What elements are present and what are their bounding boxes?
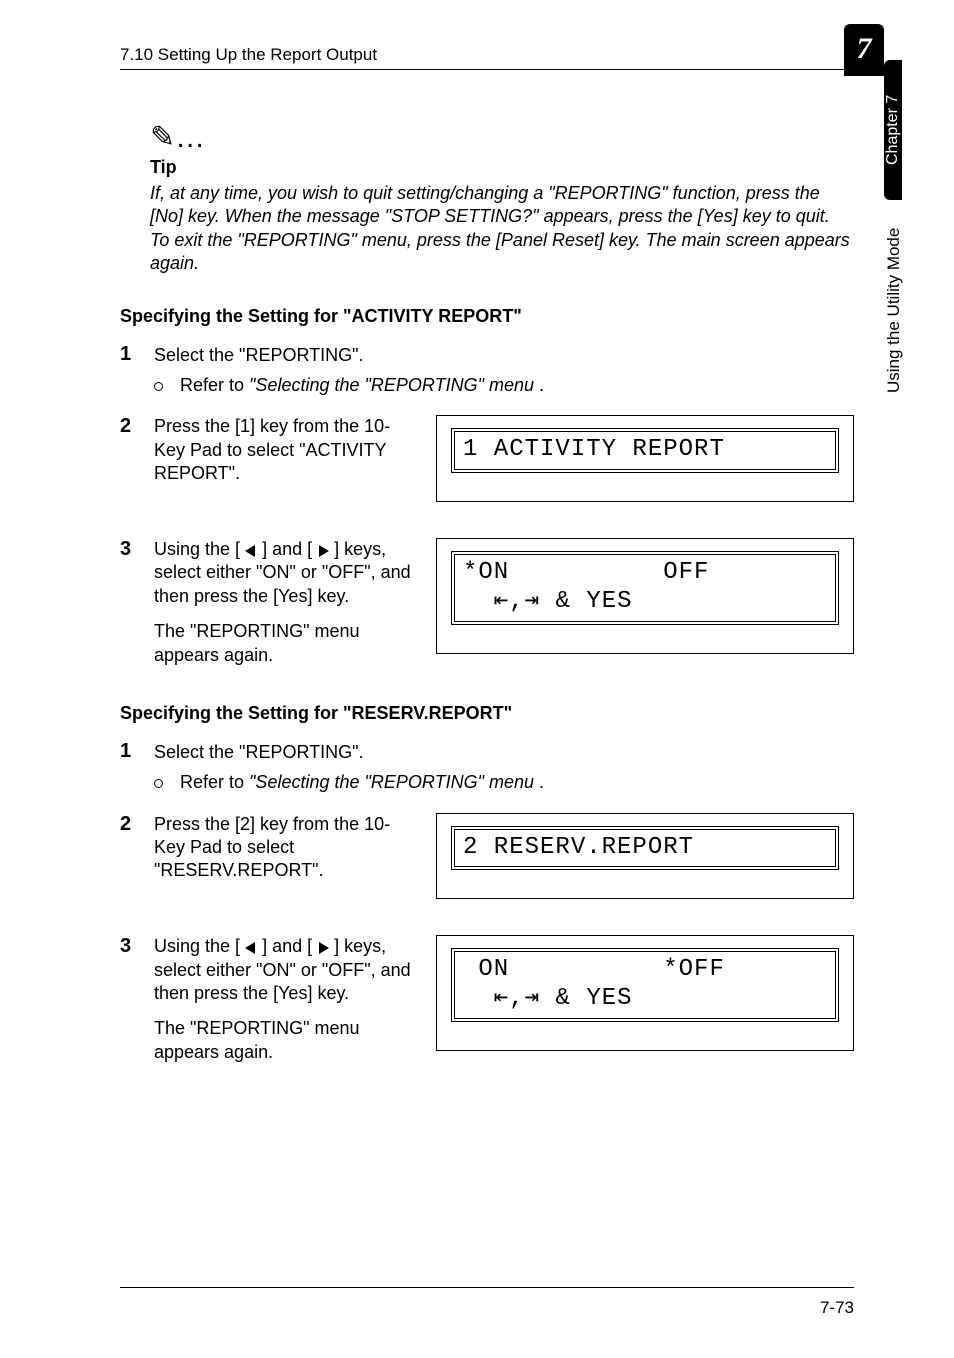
s1-step1-sub-suffix: . (534, 375, 544, 395)
tip-heading: Tip (150, 157, 854, 178)
step-number: 1 (120, 740, 154, 763)
step-body: Select the "REPORTING". Refer to "Select… (154, 740, 854, 795)
section1-heading: Specifying the Setting for "ACTIVITY REP… (120, 306, 854, 327)
arrow-left-stop-icon: ⇤ (494, 985, 509, 1012)
step-number: 3 (120, 935, 154, 958)
top-rule: 7.10 Setting Up the Report Output (120, 30, 894, 70)
s2-step2-row: 2 Press the [2] key from the 10-Key Pad … (120, 813, 854, 900)
s2-step1-sub-prefix: Refer to (180, 772, 249, 792)
step-number: 3 (120, 538, 154, 561)
s1-step3-left: 3 Using the [ ] and [ ] keys, select eit… (120, 538, 420, 667)
s2-step1: 1 Select the "REPORTING". Refer to "Sele… (120, 740, 854, 795)
s1-step2-text: Press the [1] key from the 10-Key Pad to… (154, 415, 420, 485)
lcd-outer: 1 ACTIVITY REPORT (436, 415, 854, 502)
s2-step1-sub-suffix: . (534, 772, 544, 792)
lcd-box: *ON OFF ⇤,⇥ & YES (436, 538, 854, 654)
triangle-left-icon (245, 545, 257, 557)
content: ✎… Tip If, at any time, you wish to quit… (120, 70, 894, 1064)
step-number: 2 (120, 813, 154, 836)
triangle-right-icon (317, 942, 329, 954)
lcd-display: *ON OFF ⇤,⇥ & YES (451, 551, 839, 625)
bullet-circle-icon (154, 382, 163, 391)
side-chapter-tab: Chapter 7 (884, 60, 902, 200)
tip-block: ✎… Tip If, at any time, you wish to quit… (150, 120, 854, 276)
lcd-line1: *ON OFF (463, 559, 709, 586)
lcd-display: 2 RESERV.REPORT (451, 826, 839, 871)
s1-step1: 1 Select the "REPORTING". Refer to "Sele… (120, 343, 854, 398)
tip-para2: To exit the "REPORTING" menu, press the … (150, 230, 850, 273)
lcd-line1: ON *OFF (463, 956, 725, 983)
pencil-note-icon: ✎… (150, 120, 854, 155)
s1-step1-sub-prefix: Refer to (180, 375, 249, 395)
lcd-outer: *ON OFF ⇤,⇥ & YES (436, 538, 854, 654)
s1-step3-follow: The "REPORTING" menu appears again. (154, 620, 420, 667)
s2-step1-text: Select the "REPORTING". (154, 742, 364, 762)
section-title: 7.10 Setting Up the Report Output (120, 45, 377, 69)
lcd-outer: ON *OFF ⇤,⇥ & YES (436, 935, 854, 1051)
s2-step3-text: Using the [ ] and [ ] keys, select eithe… (154, 935, 420, 1005)
s2-step3-row: 3 Using the [ ] and [ ] keys, select eit… (120, 935, 854, 1064)
s1-step3-a: Using the [ (154, 539, 240, 559)
s1-step3-text: Using the [ ] and [ ] keys, select eithe… (154, 538, 420, 608)
arrow-right-stop-icon: ⇥ (525, 985, 540, 1012)
page-number: 7-73 (820, 1298, 854, 1318)
step-number: 1 (120, 343, 154, 366)
tip-body: If, at any time, you wish to quit settin… (150, 182, 854, 276)
arrow-left-stop-icon: ⇤ (494, 588, 509, 615)
s1-step1-sub-italic: "Selecting the "REPORTING" menu (249, 375, 534, 395)
step-body: Select the "REPORTING". Refer to "Select… (154, 343, 854, 398)
bottom-rule (120, 1287, 854, 1288)
section2-heading: Specifying the Setting for "RESERV.REPOR… (120, 703, 854, 724)
side-chapter-label: Chapter 7 (884, 95, 902, 165)
s2-step3-follow: The "REPORTING" menu appears again. (154, 1017, 420, 1064)
s1-step3-row: 3 Using the [ ] and [ ] keys, select eit… (120, 538, 854, 667)
s2-step1-sub-italic: "Selecting the "REPORTING" menu (249, 772, 534, 792)
page: 7.10 Setting Up the Report Output 7 Chap… (0, 0, 954, 1358)
chapter-tab: 7 (844, 24, 884, 76)
s2-step3-a: Using the [ (154, 936, 240, 956)
triangle-right-icon (317, 545, 329, 557)
side-tabs: Chapter 7 Using the Utility Mode (884, 60, 924, 420)
side-mode-label: Using the Utility Mode (884, 200, 904, 420)
lcd-display: 1 ACTIVITY REPORT (451, 428, 839, 473)
s2-step2-text: Press the [2] key from the 10-Key Pad to… (154, 813, 420, 883)
lcd-box: 2 RESERV.REPORT (436, 813, 854, 900)
chapter-number: 7 (857, 32, 872, 66)
tip-para1: If, at any time, you wish to quit settin… (150, 183, 830, 226)
lcd-line2-mid: & YES (540, 985, 632, 1012)
triangle-left-icon (245, 942, 257, 954)
step-number: 2 (120, 415, 154, 438)
s2-step1-sub: Refer to "Selecting the "REPORTING" menu… (154, 770, 854, 794)
s1-step1-sub: Refer to "Selecting the "REPORTING" menu… (154, 373, 854, 397)
lcd-line2-mid: & YES (540, 588, 632, 615)
arrow-right-stop-icon: ⇥ (525, 588, 540, 615)
lcd-box: 1 ACTIVITY REPORT (436, 415, 854, 502)
s2-step3-b: ] and [ (262, 936, 312, 956)
s2-step3-left: 3 Using the [ ] and [ ] keys, select eit… (120, 935, 420, 1064)
bullet-circle-icon (154, 779, 163, 788)
lcd-display: ON *OFF ⇤,⇥ & YES (451, 948, 839, 1022)
s1-step3-b: ] and [ (262, 539, 312, 559)
s1-step1-text: Select the "REPORTING". (154, 345, 364, 365)
lcd-box: ON *OFF ⇤,⇥ & YES (436, 935, 854, 1051)
s1-step2-row: 2 Press the [1] key from the 10-Key Pad … (120, 415, 854, 502)
lcd-outer: 2 RESERV.REPORT (436, 813, 854, 900)
s1-step2-left: 2 Press the [1] key from the 10-Key Pad … (120, 415, 420, 485)
s2-step2-left: 2 Press the [2] key from the 10-Key Pad … (120, 813, 420, 883)
